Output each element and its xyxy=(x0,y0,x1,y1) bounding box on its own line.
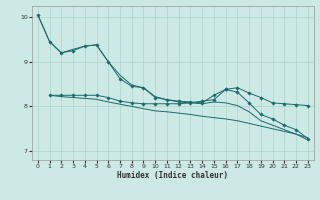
X-axis label: Humidex (Indice chaleur): Humidex (Indice chaleur) xyxy=(117,171,228,180)
